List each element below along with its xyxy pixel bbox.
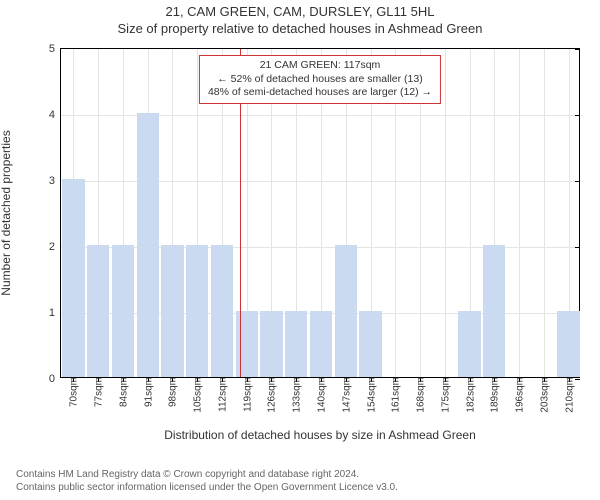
x-tick-label: 112sqm	[215, 377, 228, 412]
bar	[186, 245, 208, 377]
y-tick-label: 3	[49, 175, 61, 187]
chart-legend-box: 21 CAM GREEN: 117sqm ← 52% of detached h…	[199, 55, 441, 104]
credit-line-1: Contains HM Land Registry data © Crown c…	[16, 468, 398, 481]
x-tick-label: 119sqm	[240, 377, 253, 412]
x-tick-label: 196sqm	[513, 377, 526, 413]
x-tick-label: 70sqm	[67, 377, 80, 407]
chart-plot-area: 01234570sqm77sqm84sqm91sqm98sqm105sqm112…	[60, 48, 580, 378]
y-tick-label: 2	[49, 241, 61, 253]
x-tick-label: 126sqm	[265, 377, 278, 413]
bar	[335, 245, 357, 377]
credit-line-2: Contains public sector information licen…	[16, 481, 398, 494]
bar	[62, 179, 84, 377]
x-tick-label: 161sqm	[389, 377, 402, 413]
x-tick-label: 133sqm	[290, 377, 303, 413]
x-axis-label: Distribution of detached houses by size …	[60, 428, 580, 442]
gridline-v	[544, 49, 545, 377]
bar	[285, 311, 307, 377]
bar	[557, 311, 579, 377]
bar	[483, 245, 505, 377]
legend-line-subject: 21 CAM GREEN: 117sqm	[208, 59, 432, 73]
y-tick-label: 5	[49, 43, 61, 55]
chart-subtitle: Size of property relative to detached ho…	[0, 21, 600, 36]
x-tick-label: 189sqm	[488, 377, 501, 413]
bar	[359, 311, 381, 377]
bar	[87, 245, 109, 377]
bar	[458, 311, 480, 377]
legend-line-smaller: ← 52% of detached houses are smaller (13…	[208, 73, 432, 87]
x-tick-label: 147sqm	[339, 377, 352, 413]
x-tick-label: 140sqm	[315, 377, 328, 413]
gridline-v	[519, 49, 520, 377]
chart-title-address: 21, CAM GREEN, CAM, DURSLEY, GL11 5HL	[0, 4, 600, 19]
gridline-v	[445, 49, 446, 377]
x-tick-label: 154sqm	[364, 377, 377, 413]
x-tick-label: 182sqm	[463, 377, 476, 413]
bar	[260, 311, 282, 377]
x-tick-label: 203sqm	[537, 377, 550, 413]
bar	[112, 245, 134, 377]
x-tick-label: 168sqm	[414, 377, 427, 413]
x-tick-label: 98sqm	[166, 377, 179, 407]
bar	[161, 245, 183, 377]
y-tick-label: 0	[49, 373, 61, 385]
bar	[137, 113, 159, 377]
x-tick-label: 77sqm	[92, 377, 105, 407]
y-tick-label: 1	[49, 307, 61, 319]
legend-line-larger: 48% of semi-detached houses are larger (…	[208, 86, 432, 100]
data-credits: Contains HM Land Registry data © Crown c…	[16, 468, 398, 494]
y-axis-label: Number of detached properties	[0, 130, 13, 295]
x-tick-label: 210sqm	[562, 377, 575, 413]
x-tick-label: 84sqm	[116, 377, 129, 407]
x-tick-label: 91sqm	[141, 377, 154, 407]
bar	[211, 245, 233, 377]
x-tick-label: 105sqm	[191, 377, 204, 413]
y-tick-label: 4	[49, 109, 61, 121]
bar	[310, 311, 332, 377]
x-tick-label: 175sqm	[438, 377, 451, 413]
